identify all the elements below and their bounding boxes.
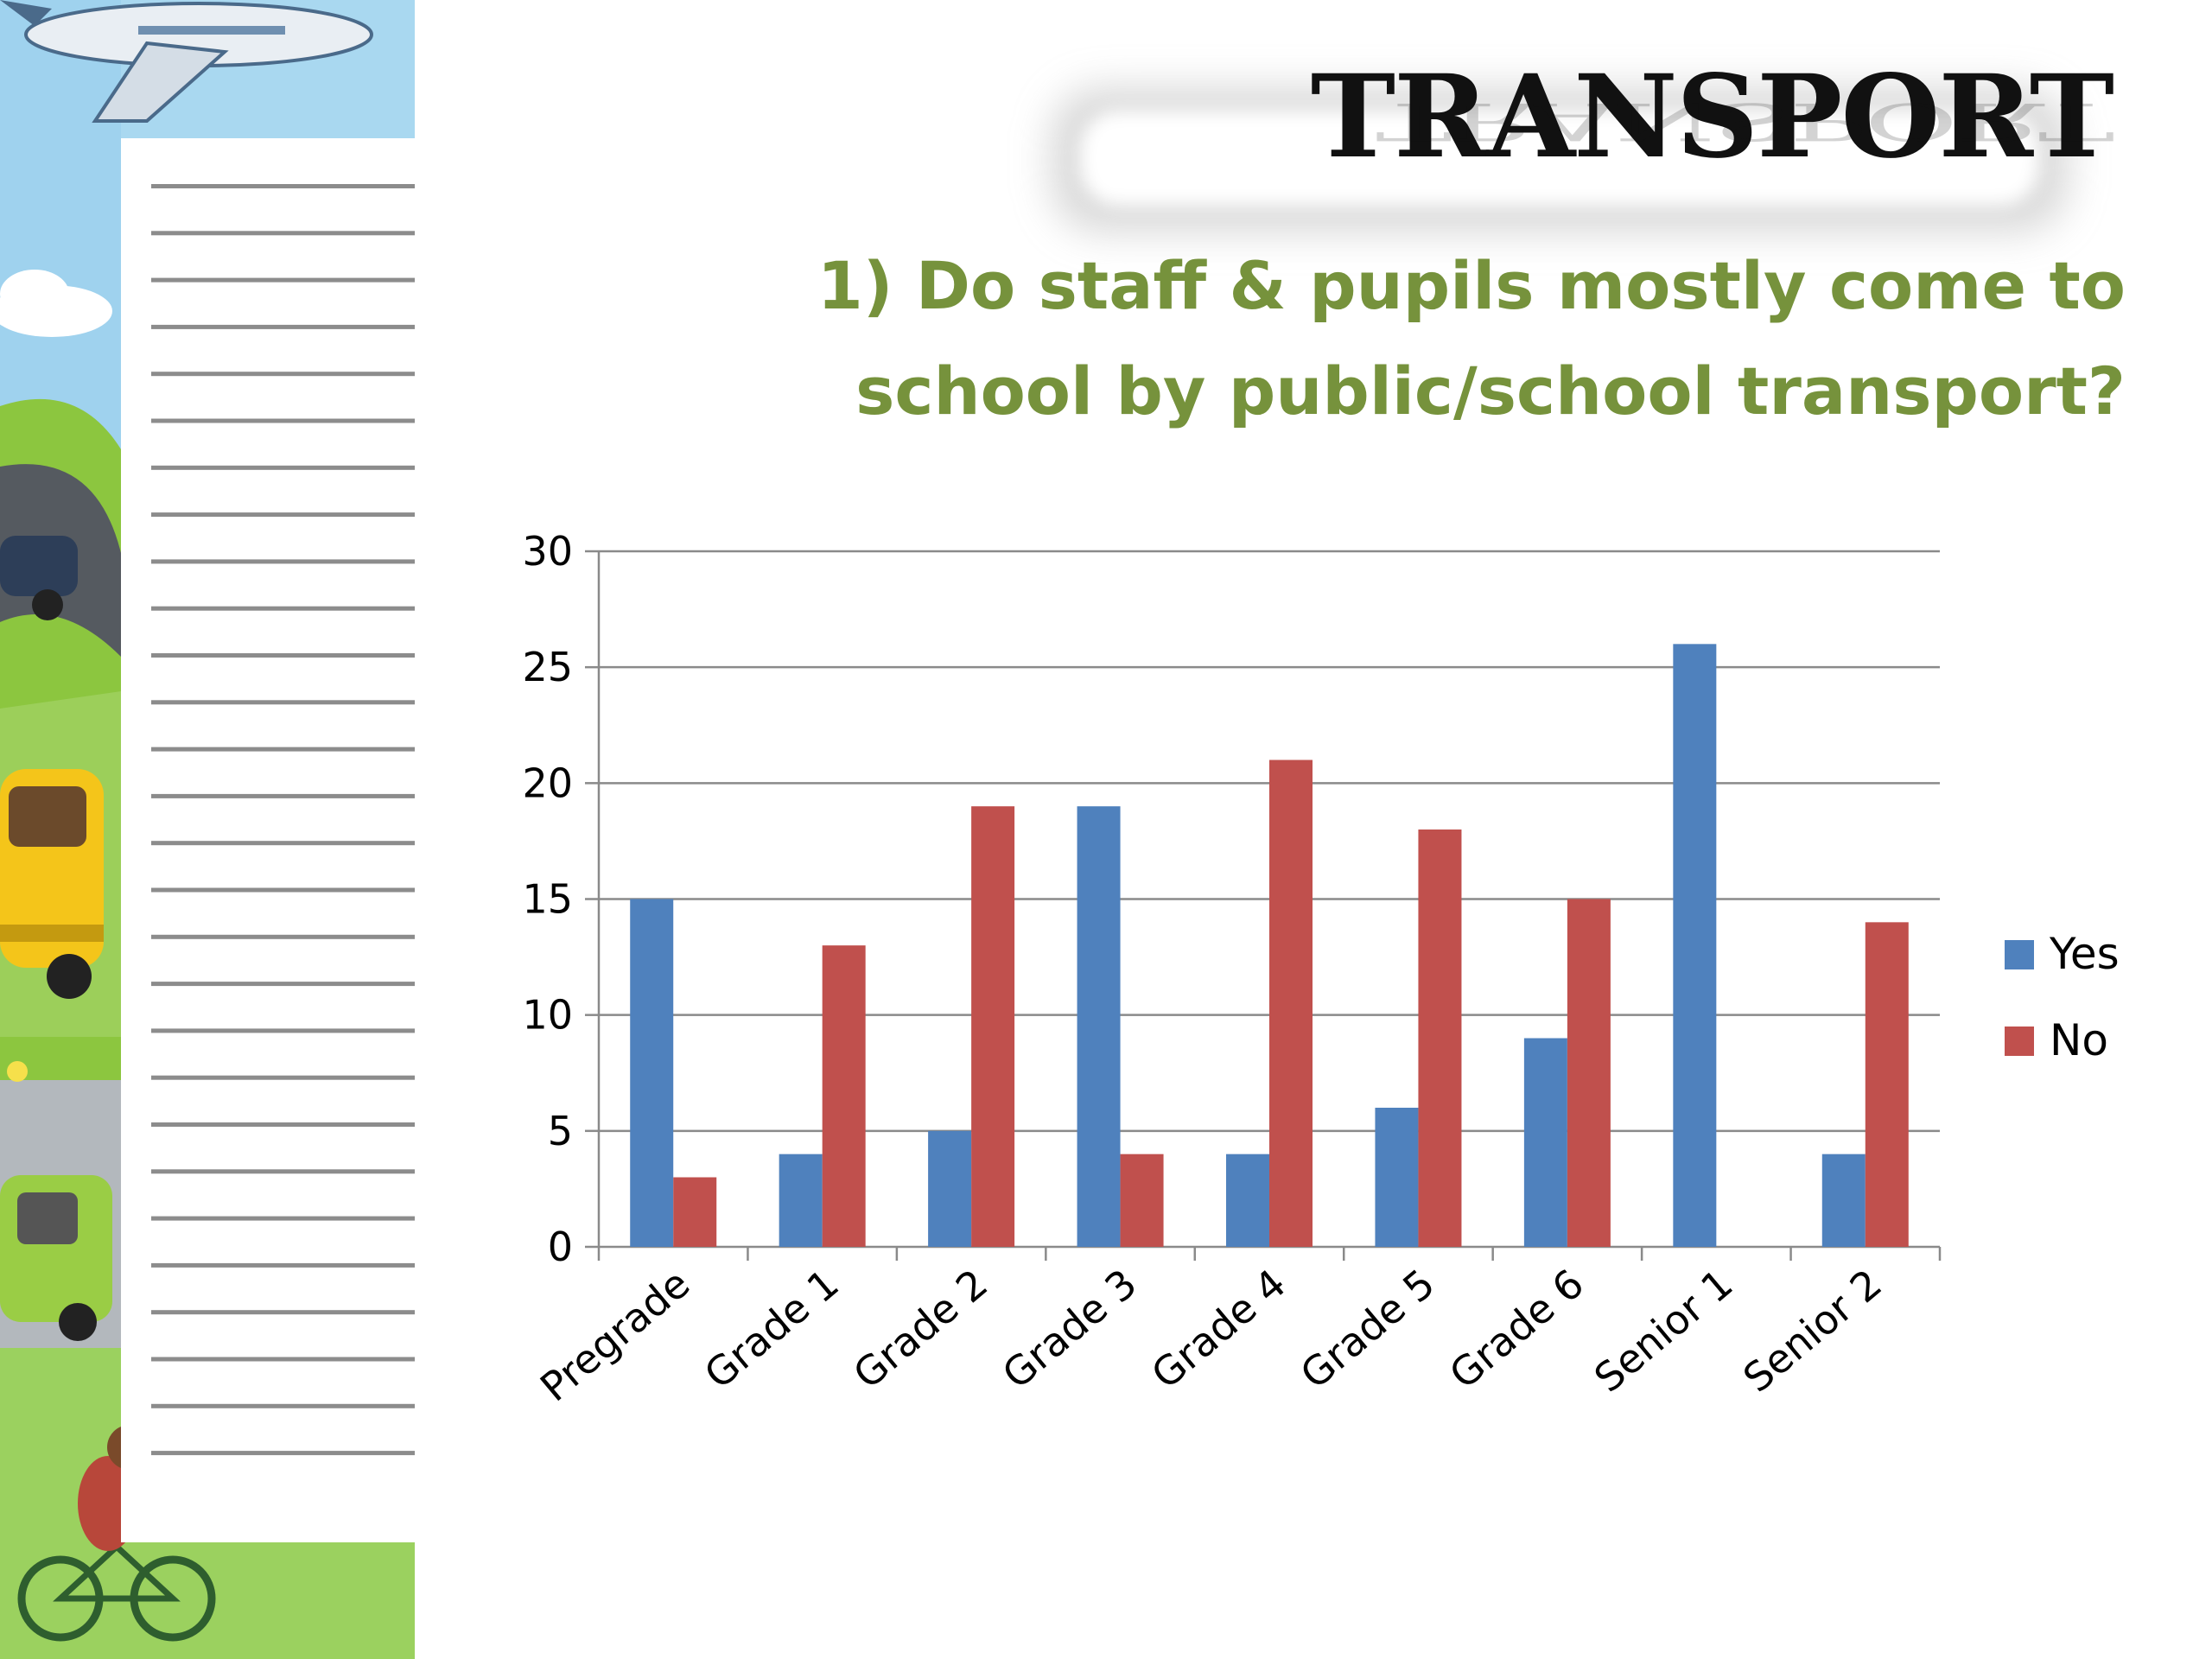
ruled-line <box>151 277 415 283</box>
ruled-line <box>151 324 415 329</box>
ruled-line <box>151 465 415 470</box>
bar-no <box>1567 899 1611 1247</box>
ruled-line <box>151 1169 415 1174</box>
ruled-line <box>151 887 415 893</box>
bar-no <box>673 1177 717 1247</box>
legend: Yes No <box>2005 929 2120 1065</box>
ruled-lines <box>151 184 415 1456</box>
question-heading: 1) Do staff & pupils mostly come to scho… <box>657 233 2126 444</box>
x-category-label: Grade 3 <box>994 1260 1146 1398</box>
ruled-line <box>151 747 415 752</box>
ruled-line <box>151 793 415 798</box>
cloud-icon <box>0 270 112 337</box>
bar-no <box>1418 830 1462 1247</box>
ruled-line <box>151 934 415 939</box>
legend-swatch <box>2005 940 2034 969</box>
airplane-icon <box>0 0 373 123</box>
ruled-line <box>151 1075 415 1080</box>
ruled-line <box>151 372 415 377</box>
x-category-label: Grade 1 <box>696 1260 848 1398</box>
x-category-label: Grade 5 <box>1292 1260 1444 1398</box>
bar-yes <box>1523 1038 1567 1247</box>
ruled-line <box>151 184 415 188</box>
y-tick-label: 0 <box>548 1224 573 1270</box>
bar-yes <box>779 1154 823 1247</box>
legend-label: No <box>2050 1015 2108 1065</box>
x-category-label: Senior 1 <box>1586 1260 1742 1402</box>
ruled-line <box>151 1357 415 1362</box>
x-category-label: Senior 2 <box>1734 1260 1891 1402</box>
bar-yes <box>928 1130 972 1247</box>
ruled-line <box>151 1216 415 1221</box>
legend-swatch <box>2005 1027 2034 1056</box>
van-icon <box>0 1175 112 1341</box>
title-highlight <box>1080 111 2039 206</box>
ruled-line <box>151 700 415 705</box>
x-category-label: Grade 2 <box>844 1260 996 1398</box>
slide-title: TRANSPORT <box>1310 50 2114 184</box>
bar-no <box>1865 922 1909 1247</box>
ruled-line <box>151 1451 415 1456</box>
question-line-1: 1) Do staff & pupils mostly come to <box>817 247 2126 324</box>
ruled-line <box>151 606 415 611</box>
ruled-line <box>151 1403 415 1408</box>
bar-no <box>1269 760 1313 1247</box>
bar-yes <box>1673 644 1717 1247</box>
car-icon <box>0 536 78 620</box>
ruled-line <box>151 559 415 564</box>
school-bus-icon <box>0 769 104 999</box>
ruled-line <box>151 653 415 658</box>
y-tick-label: 10 <box>522 992 573 1039</box>
bar-no <box>971 806 1015 1247</box>
side-illustration <box>0 0 415 1659</box>
ruled-line <box>151 1028 415 1033</box>
y-tick-label: 30 <box>522 528 573 575</box>
bar-yes <box>1821 1154 1866 1247</box>
x-category-label: Pregrade <box>531 1260 698 1410</box>
ruled-line <box>151 418 415 423</box>
bar-yes <box>1375 1108 1419 1247</box>
ruled-line <box>151 1122 415 1127</box>
bar-yes <box>630 899 674 1247</box>
y-tick-label: 15 <box>522 876 573 923</box>
bar-yes <box>1226 1154 1269 1247</box>
question-line-2: school by public/school transport? <box>855 353 2126 429</box>
y-tick-label: 20 <box>522 760 573 806</box>
bar-no <box>1120 1154 1164 1247</box>
ruled-line <box>151 1262 415 1268</box>
y-tick-label: 25 <box>522 644 573 690</box>
ruled-line <box>151 512 415 518</box>
legend-label: Yes <box>2049 929 2120 979</box>
x-category-label: Grade 6 <box>1440 1260 1592 1398</box>
ruled-line <box>151 841 415 846</box>
bar-no <box>822 945 866 1247</box>
x-category-label: Grade 4 <box>1142 1260 1294 1398</box>
ruled-line <box>151 982 415 987</box>
bars <box>630 644 1909 1247</box>
ruled-line <box>151 1310 415 1315</box>
bar-yes <box>1077 806 1121 1247</box>
ruled-line <box>151 231 415 236</box>
y-tick-label: 5 <box>548 1108 573 1154</box>
